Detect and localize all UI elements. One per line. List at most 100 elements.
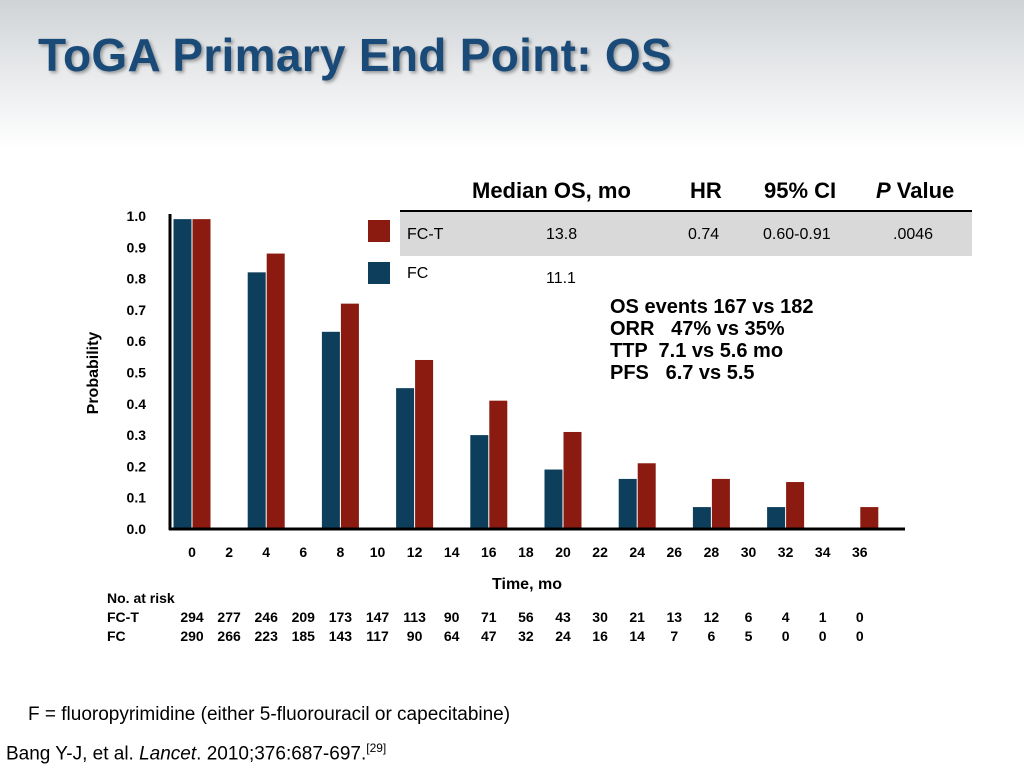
header-hr: HR — [690, 178, 722, 203]
bar-fc-t-8 — [340, 303, 359, 529]
x-tick-label: 32 — [778, 544, 794, 560]
bar-fc-t-36 — [860, 507, 879, 529]
risk-label-fc: FC — [107, 628, 126, 644]
bar-fc-t-0 — [192, 219, 211, 529]
y-tick-label: 0.7 — [127, 302, 147, 318]
citation-authors: Bang Y-J, et al. — [6, 743, 140, 765]
bar-fc-t-24 — [637, 463, 656, 529]
risk-cell: 21 — [629, 609, 645, 625]
risk-cell: 0 — [855, 628, 864, 644]
bar-fc-24 — [618, 478, 637, 529]
x-tick-label: 36 — [852, 544, 868, 560]
x-tick-label: 0 — [188, 544, 196, 560]
risk-cell: 13 — [666, 609, 683, 625]
risk-cell: 0 — [781, 628, 790, 644]
risk-cell: 24 — [555, 628, 571, 644]
risk-cell: 185 — [291, 628, 315, 644]
bar-fc-t-28 — [711, 478, 730, 529]
x-tick-label: 6 — [299, 544, 307, 560]
row-label-fc: FC — [407, 265, 429, 282]
header-ci: 95% CI — [764, 178, 837, 203]
citation-ref: [29] — [366, 741, 387, 755]
citation-details: . 2010;376:687-697. — [196, 743, 367, 765]
risk-cell: 266 — [217, 628, 241, 644]
header-p-rest: Value — [890, 178, 955, 203]
risk-cell: 47 — [481, 628, 497, 644]
risk-cell: 209 — [291, 609, 315, 625]
y-tick-label: 0.6 — [127, 333, 147, 349]
risk-cell: 6 — [744, 609, 753, 625]
bar-fc-0 — [173, 219, 192, 529]
risk-cell: 147 — [365, 609, 390, 625]
risk-title: No. at risk — [107, 590, 175, 606]
bar-fc-16 — [470, 435, 489, 529]
risk-cell: 7 — [670, 628, 679, 644]
x-tick-label: 8 — [337, 544, 345, 560]
header-band — [0, 0, 1024, 150]
y-axis-label: Probability — [85, 332, 102, 415]
risk-cell: 246 — [254, 609, 278, 625]
bar-fc-t-4 — [266, 253, 285, 529]
citation-journal: Lancet — [139, 743, 197, 765]
bar-fc-20 — [544, 469, 563, 529]
bar-fc-4 — [247, 272, 266, 529]
x-tick-label: 4 — [262, 544, 270, 560]
stat-pfs: PFS 6.7 vs 5.5 — [610, 362, 755, 384]
stat-os-events: OS events 167 vs 182 — [610, 296, 814, 318]
bar-fc-t-20 — [563, 431, 582, 529]
table-row-highlight — [400, 212, 972, 256]
legend-swatch-fc — [368, 262, 390, 284]
bar-fc-t-16 — [489, 400, 508, 529]
y-tick-label: 0.8 — [127, 271, 147, 287]
risk-cell: 90 — [406, 628, 423, 644]
ci-value: 0.60-0.91 — [763, 226, 831, 243]
risk-cell: 294 — [180, 609, 204, 625]
y-tick-label: 0.1 — [127, 490, 147, 506]
y-tick-label: 0.2 — [127, 458, 147, 474]
risk-cell: 117 — [366, 628, 389, 644]
risk-cell: 6 — [707, 628, 716, 644]
x-tick-label: 2 — [225, 544, 233, 560]
risk-cell: 223 — [254, 628, 278, 644]
bar-fc-t-32 — [786, 482, 805, 529]
risk-cell: 0 — [818, 628, 827, 644]
risk-cell: 16 — [592, 628, 608, 644]
x-tick-label: 14 — [444, 544, 460, 560]
y-tick-label: 0.5 — [127, 365, 147, 381]
stats-block: OS events 167 vs 182 ORR 47% vs 35% TTP … — [610, 296, 813, 384]
y-tick-label: 0.0 — [127, 521, 147, 537]
hr-value: 0.74 — [688, 226, 720, 243]
x-tick-label: 22 — [592, 544, 608, 560]
bar-fc-12 — [396, 388, 415, 529]
bar-fc-t-12 — [415, 359, 434, 529]
x-axis-label: Time, mo — [492, 576, 562, 593]
risk-cell: 30 — [592, 609, 608, 625]
risk-cell: 113 — [403, 609, 426, 625]
row-label-fct: FC-T — [407, 226, 444, 243]
risk-cell: 4 — [781, 609, 790, 625]
median-fc: 11.1 — [546, 270, 576, 287]
risk-cell: 5 — [744, 628, 753, 644]
risk-cell: 12 — [703, 609, 720, 625]
bar-fc-28 — [692, 507, 711, 529]
risk-cell: 290 — [180, 628, 204, 644]
header-p-value: P Value — [876, 178, 954, 208]
risk-cell: 32 — [518, 628, 534, 644]
risk-cell: 71 — [481, 609, 497, 625]
risk-cell: 1 — [818, 609, 827, 625]
risk-cell: 64 — [443, 628, 460, 644]
stat-orr: ORR 47% vs 35% — [610, 318, 785, 340]
risk-cell: 277 — [217, 609, 241, 625]
footnote: F = fluoropyrimidine (either 5-fluoroura… — [28, 704, 511, 725]
x-tick-label: 30 — [741, 544, 757, 560]
bar-fc-8 — [321, 331, 340, 529]
p-value: .0046 — [893, 226, 934, 243]
risk-cell: 14 — [629, 628, 645, 644]
risk-label-fct: FC-T — [107, 609, 139, 625]
x-tick-label: 34 — [815, 544, 831, 560]
y-tick-label: 1.0 — [127, 208, 147, 224]
slide-title: ToGA Primary End Point: OS — [38, 29, 672, 81]
x-tick-label: 26 — [667, 544, 683, 560]
stat-ttp: TTP 7.1 vs 5.6 mo — [610, 340, 784, 362]
